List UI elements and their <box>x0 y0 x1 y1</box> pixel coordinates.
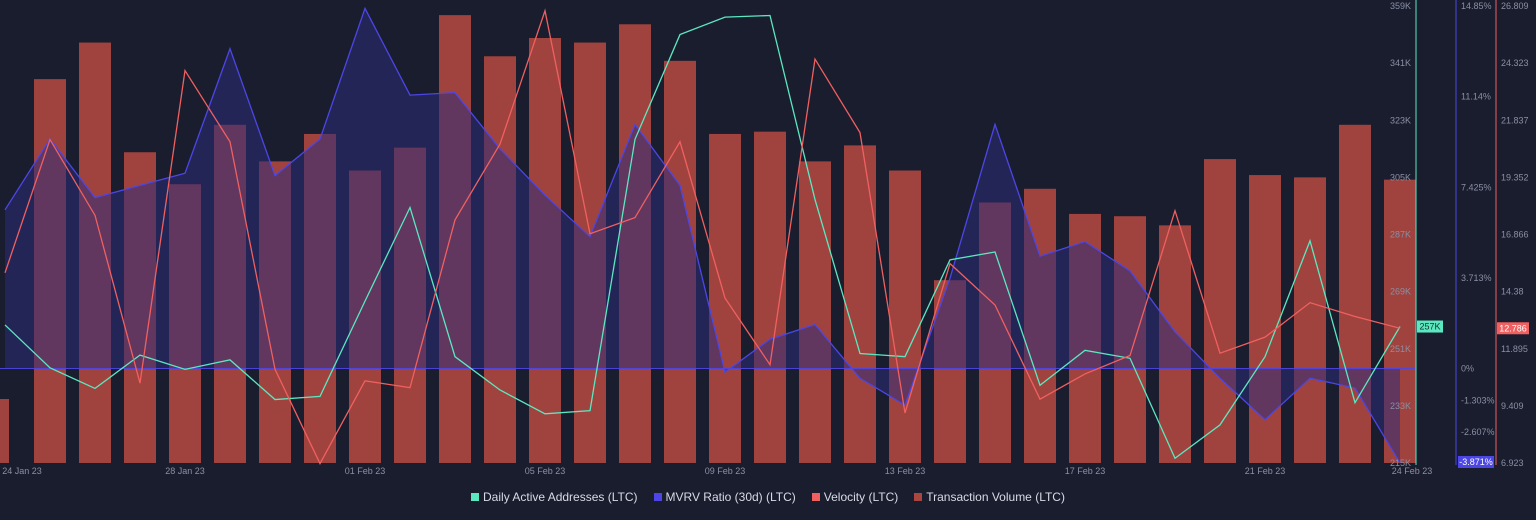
velocity-tick-label: 21.837 <box>1501 115 1529 125</box>
x-tick-label: 17 Feb 23 <box>1065 466 1106 476</box>
mvrv-tick-label: 11.14% <box>1461 92 1491 102</box>
volume-bar <box>1339 124 1371 463</box>
velocity-tick-label: 6.923 <box>1501 458 1524 468</box>
velocity-last-value-badge-bg <box>1497 322 1529 335</box>
mvrv-line <box>4 6 1401 464</box>
mvrv-last-value-badge-bg <box>1458 456 1494 468</box>
daa-last-value-badge-bg <box>1417 320 1443 333</box>
velocity-last-value-badge: 12.786 <box>1499 323 1527 333</box>
daa-tick-label: 251K <box>1390 344 1411 354</box>
volume-bar <box>1204 159 1236 463</box>
daa-tick-label: 359K <box>1390 1 1411 11</box>
chart-svg: 359K 341K 323K 305K 287K 269K 251K 233K 215K 14.8… <box>0 0 1529 476</box>
x-tick-label: 05 Feb 23 <box>525 466 566 476</box>
x-tick-label: 21 Feb 23 <box>1245 466 1286 476</box>
legend-swatch-velocity <box>811 493 820 501</box>
velocity-line <box>4 8 1401 465</box>
x-tick-label: 28 Jan 23 <box>165 466 205 476</box>
legend-label-velocity: Velocity (LTC) <box>823 490 899 504</box>
volume-bar <box>1294 177 1326 463</box>
velocity-tick-label: 26.809 <box>1501 1 1529 11</box>
volume-bar <box>799 161 831 463</box>
mvrv-tick-label: 0% <box>1461 364 1474 374</box>
volume-bar <box>844 145 876 463</box>
x-tick-label: 09 Feb 23 <box>705 466 746 476</box>
mvrv-tick-label: -1.303% <box>1461 395 1495 405</box>
x-tick-label: 01 Feb 23 <box>345 466 386 476</box>
velocity-tick-label: 14.38 <box>1501 287 1524 297</box>
x-tick-label: 24 Jan 23 <box>2 466 42 476</box>
daa-tick-label: 215K <box>1390 458 1411 468</box>
mvrv-tick-label: 7.425% <box>1461 182 1492 192</box>
daa-tick-label: 323K <box>1390 115 1411 125</box>
mvrv-tick-label: 3.713% <box>1461 273 1492 283</box>
legend-swatch-volume <box>914 493 923 501</box>
legend-label-daa: Daily Active Addresses (LTC) <box>483 490 638 504</box>
legend-swatch-daa <box>471 493 480 501</box>
legend-label-volume: Transaction Volume (LTC) <box>926 490 1065 504</box>
velocity-tick-label: 24.323 <box>1501 58 1529 68</box>
legend-item-velocity[interactable]: Velocity (LTC) <box>811 490 899 504</box>
daa-last-value-badge: 257K <box>1419 322 1440 332</box>
velocity-tick-label: 9.409 <box>1501 401 1524 411</box>
x-tick-label: 13 Feb 23 <box>885 466 926 476</box>
x-tick-label: 24 Feb 23 <box>1392 466 1433 476</box>
daa-tick-label: 287K <box>1390 230 1411 240</box>
mvrv-tick-label: 14.85% <box>1461 1 1492 11</box>
daa-line <box>4 14 1401 460</box>
daa-tick-label: 305K <box>1390 172 1411 182</box>
daa-tick-label: 233K <box>1390 401 1411 411</box>
velocity-tick-label: 19.352 <box>1501 172 1529 182</box>
legend-item-volume[interactable]: Transaction Volume (LTC) <box>914 490 1065 504</box>
volume-bar <box>0 399 9 463</box>
volume-bar <box>889 170 921 463</box>
legend-item-daa[interactable]: Daily Active Addresses (LTC) <box>471 490 638 504</box>
volume-bar <box>754 131 786 464</box>
mvrv-area <box>5 8 1400 464</box>
daa-tick-label: 341K <box>1390 58 1411 68</box>
velocity-tick-label: 16.866 <box>1501 230 1529 240</box>
legend-item-mvrv[interactable]: MVRV Ratio (30d) (LTC) <box>653 490 796 504</box>
chart-legend: Daily Active Addresses (LTC) MVRV Ratio … <box>0 490 1536 504</box>
legend-swatch-mvrv <box>653 493 662 501</box>
mvrv-last-value-badge: -3.871% <box>1459 457 1493 467</box>
daa-tick-label: 269K <box>1390 287 1411 297</box>
mvrv-tick-label: -2.607% <box>1461 427 1495 437</box>
legend-label-mvrv: MVRV Ratio (30d) (LTC) <box>665 490 796 504</box>
velocity-tick-label: 11.895 <box>1501 344 1528 354</box>
